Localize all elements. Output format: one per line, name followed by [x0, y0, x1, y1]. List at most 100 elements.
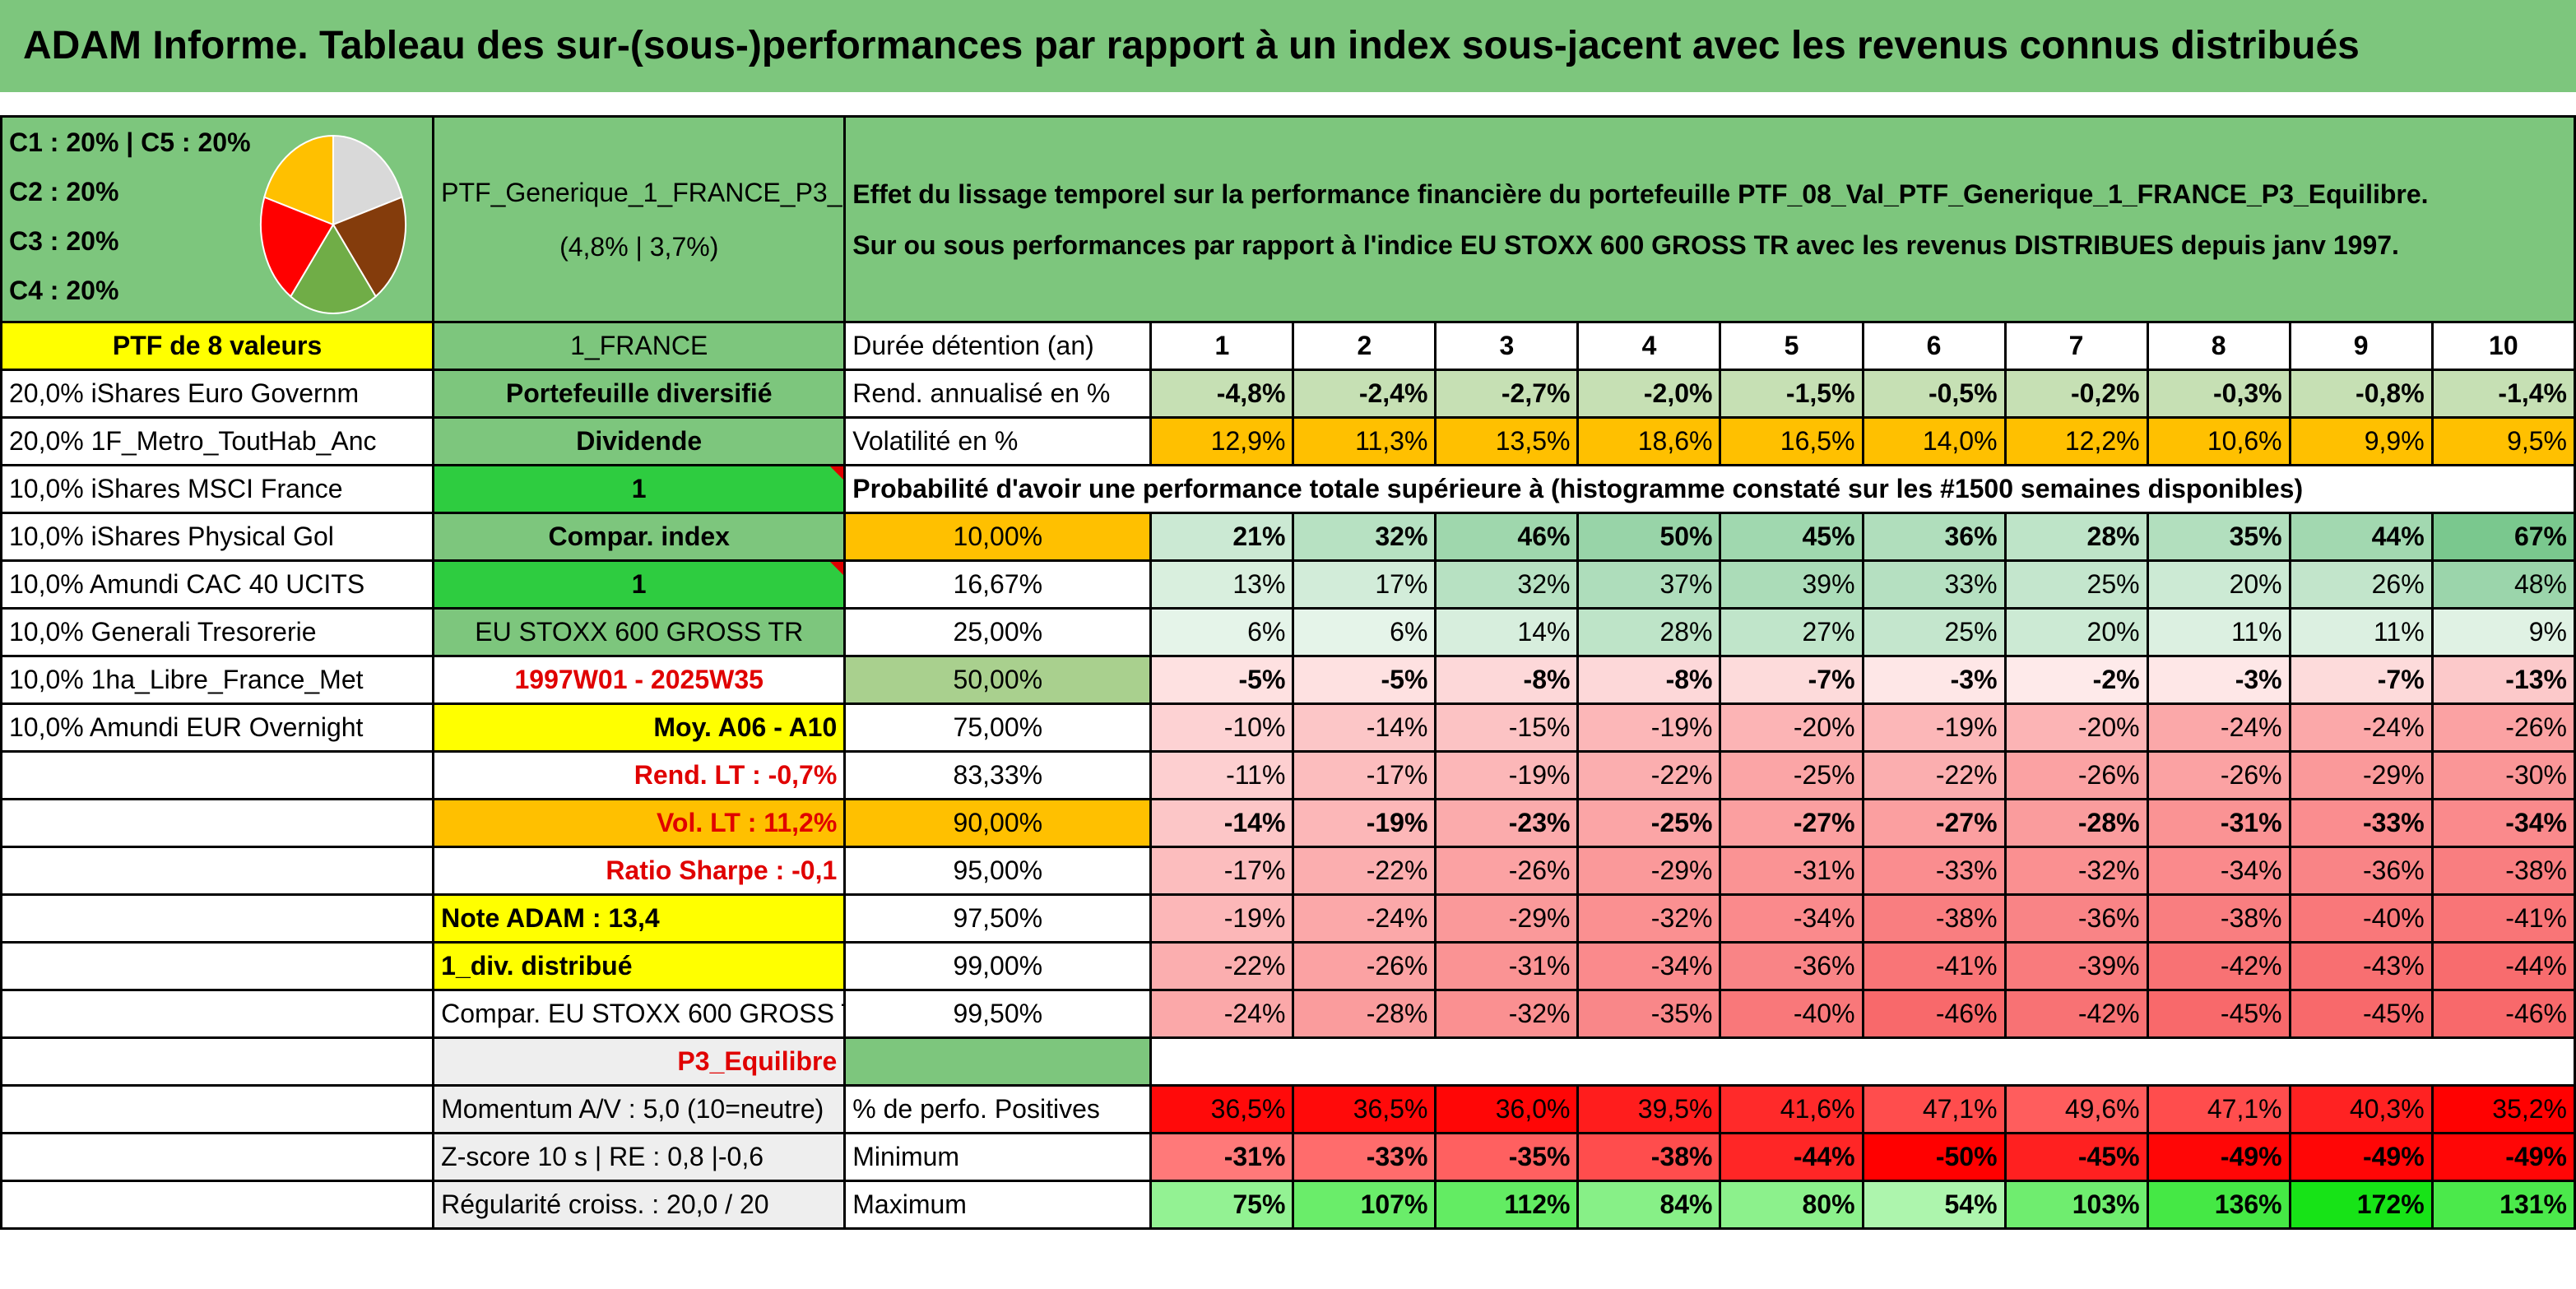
probability-row: Vol. LT : 11,2% 90,00% -14% -19% -23% -25% -27…: [0, 798, 2576, 848]
pie-slice: [332, 196, 407, 298]
probability-value: 28%: [2003, 512, 2149, 562]
empty-cell: [0, 846, 435, 896]
probability-value: 14%: [1434, 607, 1580, 657]
description-line-2: Sur ou sous performances par rapport à l…: [852, 230, 2399, 260]
probability-value: -29%: [1434, 893, 1580, 944]
probability-value: -22%: [1292, 846, 1437, 896]
annual-return-value: -1,4%: [2430, 369, 2576, 419]
probability-value: -26%: [1434, 846, 1580, 896]
probability-value: -20%: [2003, 702, 2149, 753]
probability-value: -17%: [1149, 846, 1295, 896]
maximum-value: 107%: [1292, 1180, 1437, 1230]
performance-table: C1 : 20% | C5 : 20% C2 : 20% C3 : 20% C4 : …: [0, 115, 2576, 1230]
profile-row: P3_Equilibre: [0, 1036, 2576, 1087]
probability-value: -26%: [2430, 702, 2576, 753]
threshold-level: 50,00%: [843, 655, 1153, 705]
probability-value: -7%: [2288, 655, 2434, 705]
empty-cell: [0, 1084, 435, 1134]
annual-return-value: -0,2%: [2003, 369, 2149, 419]
probability-value: -3%: [2146, 655, 2291, 705]
minimum-value: -35%: [1434, 1132, 1580, 1182]
holding: 10,0% Amundi EUR Overnight: [0, 702, 435, 753]
probability-value: -42%: [2146, 941, 2291, 991]
probability-value: 67%: [2430, 512, 2576, 562]
legend-cell: C1 : 20% | C5 : 20% C2 : 20% C3 : 20% C4 : …: [0, 115, 435, 323]
probability-value: -35%: [1576, 989, 1722, 1039]
flag-value: 1: [432, 464, 847, 514]
probability-value: 11%: [2288, 607, 2434, 657]
probability-value: -22%: [1861, 750, 2007, 800]
threshold-level: 10,00%: [843, 512, 1153, 562]
probability-value: -25%: [1576, 798, 1722, 848]
title-bar: ADAM Informe. Tableau des sur-(sous-)per…: [0, 0, 2576, 99]
empty-cell: [0, 750, 435, 800]
probability-value: 45%: [1719, 512, 1864, 562]
probability-value: -8%: [1434, 655, 1580, 705]
maximum-value: 172%: [2288, 1180, 2434, 1230]
positive-perf-value: 49,6%: [2003, 1084, 2149, 1134]
holding: 10,0% iShares Physical Gol: [0, 512, 435, 562]
positive-perf-value: 35,2%: [2430, 1084, 2576, 1134]
probability-value: 44%: [2288, 512, 2434, 562]
probability-value: -28%: [1292, 989, 1437, 1039]
zone-label: 1_FRANCE: [432, 321, 847, 371]
probability-value: 32%: [1434, 559, 1580, 610]
probability-value: -43%: [2288, 941, 2434, 991]
threshold-level: 95,00%: [843, 846, 1153, 896]
years-row: PTF de 8 valeurs 1_FRANCE Durée détention …: [0, 321, 2576, 371]
year-header: 10: [2430, 321, 2576, 371]
volatility-value: 10,6%: [2146, 416, 2291, 466]
probability-value: -19%: [1434, 750, 1580, 800]
maximum: Maximum: [843, 1180, 1153, 1230]
threshold-level: 97,50%: [843, 893, 1153, 944]
holding: 20,0% 1F_Metro_ToutHab_Anc: [0, 416, 435, 466]
empty-cell: [0, 941, 435, 991]
empty-cell: [843, 1036, 1153, 1087]
flag-value: 1: [432, 559, 847, 610]
probability-value: -46%: [1861, 989, 2007, 1039]
probability-value: 11%: [2146, 607, 2291, 657]
portfolio-name-cell: PTF_Generique_1_FRANCE_P3_Equilibre (4,8%…: [432, 115, 847, 323]
annual-return-value: -2,4%: [1292, 369, 1437, 419]
probability-value: -22%: [1149, 941, 1295, 991]
probability-value: -14%: [1292, 702, 1437, 753]
pie-slice: [290, 223, 378, 314]
probability-value: 32%: [1292, 512, 1437, 562]
probability-value: -3%: [1861, 655, 2007, 705]
positive-perf-value: 39,5%: [1576, 1084, 1722, 1134]
probability-value: 46%: [1434, 512, 1580, 562]
probability-value: -11%: [1149, 750, 1295, 800]
description-cell: Effet du lissage temporel sur la perform…: [843, 115, 2576, 323]
volatility-value: 14,0%: [1861, 416, 2007, 466]
probability-value: -31%: [2146, 798, 2291, 848]
year-header: 2: [1292, 321, 1437, 371]
probability-value: -5%: [1149, 655, 1295, 705]
probability-value: -13%: [2430, 655, 2576, 705]
long-term-return: Rend. LT : -0,7%: [432, 750, 847, 800]
probability-value: -28%: [2003, 798, 2149, 848]
probability-value: 20%: [2003, 607, 2149, 657]
probability-value: -45%: [2146, 989, 2291, 1039]
minimum-value: -31%: [1149, 1132, 1295, 1182]
year-header: 3: [1434, 321, 1580, 371]
probability-value: -5%: [1292, 655, 1437, 705]
regularity-label: Régularité croiss. : 20,0 / 20: [432, 1180, 847, 1230]
volatility-value: 11,3%: [1292, 416, 1437, 466]
volatility-label: Volatilité en %: [843, 416, 1153, 466]
zscore-label: Z-score 10 s | RE : 0,8 |-0,6: [432, 1132, 847, 1182]
pie-slice: [263, 134, 335, 226]
holding: 10,0% Generali Tresorerie: [0, 607, 435, 657]
probability-value: -25%: [1719, 750, 1864, 800]
minimum-value: -44%: [1719, 1132, 1864, 1182]
probability-value: -32%: [1434, 989, 1580, 1039]
empty-cell: [1149, 1036, 2576, 1087]
legend-line: C3 : 20%: [9, 226, 119, 256]
probability-value: -31%: [1719, 846, 1864, 896]
portfolio-name: PTF_Generique_1_FRANCE_P3_Equilibre: [441, 177, 842, 207]
stats-row: Z-score 10 s | RE : 0,8 |-0,6 Minimum -31%…: [0, 1132, 2576, 1182]
threshold-level: 90,00%: [843, 798, 1153, 848]
minimum: Minimum: [843, 1132, 1153, 1182]
stats-row: Régularité croiss. : 20,0 / 20 Maximum 75%…: [0, 1180, 2576, 1230]
probability-value: 26%: [2288, 559, 2434, 610]
annual-return-value: -0,8%: [2288, 369, 2434, 419]
